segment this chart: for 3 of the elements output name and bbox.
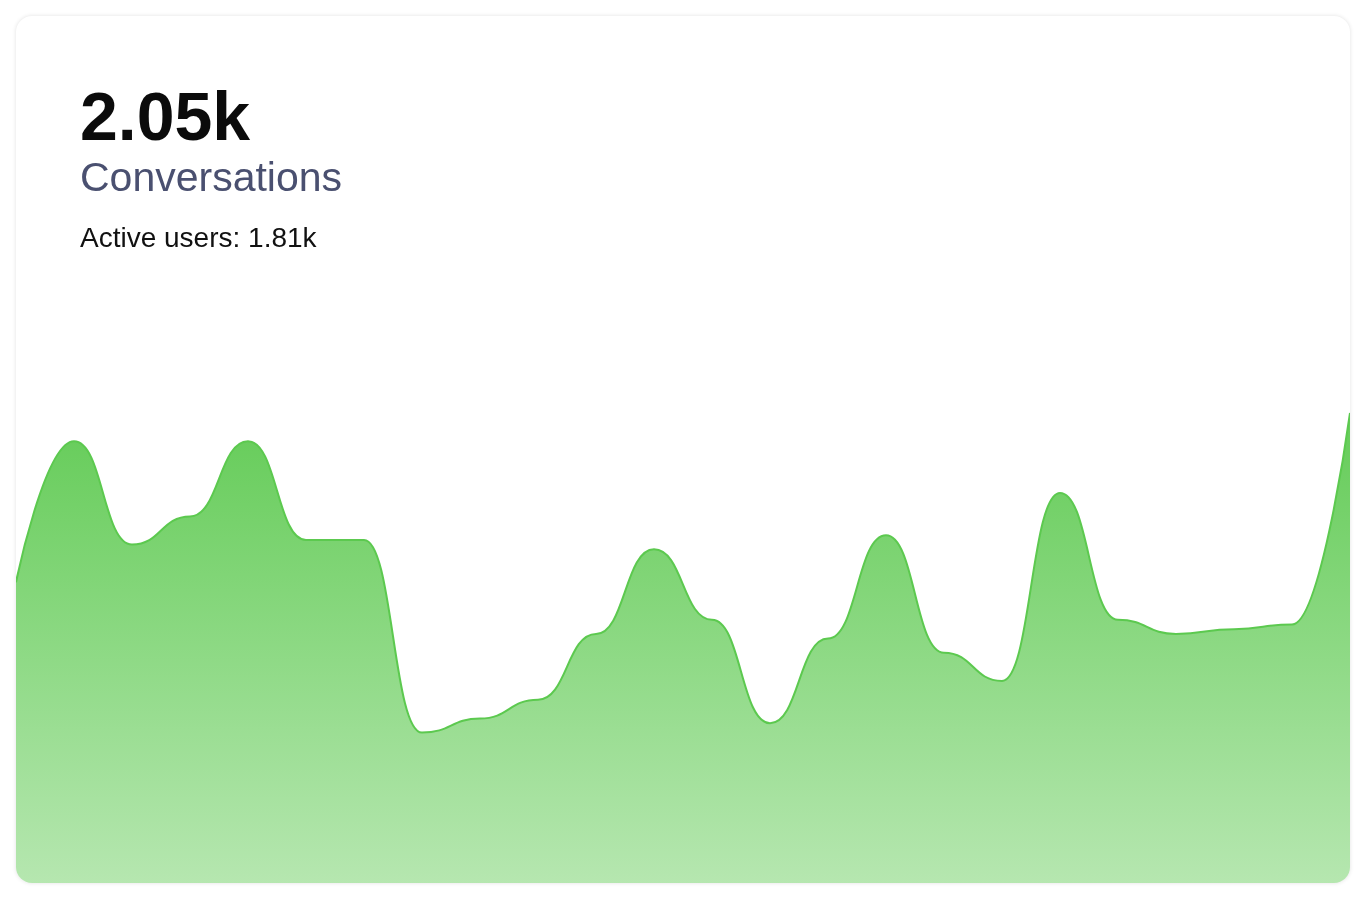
text: Active users: 1.81k (80, 221, 317, 255)
chart-title: 2.05k (80, 77, 251, 156)
chart-subtitle: Conversations (80, 153, 343, 202)
